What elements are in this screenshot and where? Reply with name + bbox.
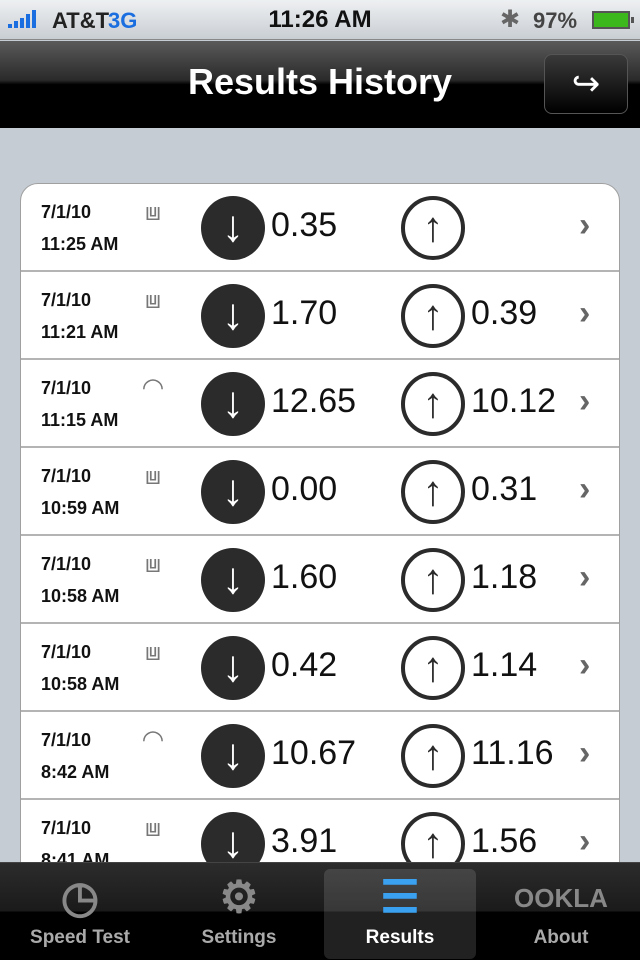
upload-value: 0.31 bbox=[471, 470, 538, 508]
download-icon: ↓ bbox=[201, 812, 265, 862]
result-row[interactable]: 7/1/10 10:58 AM ⩏ ↓ 1.60 ↑ 1.18 › bbox=[21, 536, 619, 624]
chevron-right-icon: › bbox=[579, 734, 591, 772]
chevron-right-icon: › bbox=[579, 206, 591, 244]
battery-icon bbox=[592, 11, 634, 29]
result-time: 10:58 AM bbox=[41, 586, 120, 606]
upload-icon: ↑ bbox=[401, 812, 465, 862]
network-type: 3G bbox=[108, 8, 138, 33]
tab-results[interactable]: ☰ Results bbox=[324, 869, 476, 959]
share-icon: ↪ bbox=[571, 65, 601, 103]
bluetooth-icon: ✱ bbox=[500, 6, 521, 33]
cell-tower-icon: ⩏ bbox=[145, 812, 161, 842]
upload-icon: ↑ bbox=[401, 724, 465, 788]
tab-label: Results bbox=[365, 927, 435, 948]
tab-label: About bbox=[533, 927, 589, 948]
wifi-icon: ◠ bbox=[141, 372, 165, 402]
upload-value: 1.18 bbox=[471, 558, 538, 596]
result-row[interactable]: 7/1/10 11:25 AM ⩏ ↓ 0.35 ↑ › bbox=[21, 184, 619, 272]
upload-icon: ↑ bbox=[401, 284, 465, 348]
document-icon: ☰ bbox=[380, 873, 420, 922]
chevron-right-icon: › bbox=[579, 470, 591, 508]
result-row[interactable]: 7/1/10 11:15 AM ◠ ↓ 12.65 ↑ 10.12 › bbox=[21, 360, 619, 448]
share-button[interactable]: ↪ bbox=[544, 54, 628, 114]
chevron-right-icon: › bbox=[579, 646, 591, 684]
download-value: 0.35 bbox=[271, 206, 338, 244]
tab-label: Speed Test bbox=[30, 927, 130, 948]
upload-icon: ↑ bbox=[401, 196, 465, 260]
result-time: 10:58 AM bbox=[41, 674, 120, 694]
upload-value: 1.56 bbox=[471, 822, 538, 860]
upload-icon: ↑ bbox=[401, 460, 465, 524]
result-date: 7/1/10 bbox=[41, 378, 92, 398]
tab-speed-test[interactable]: ◷ Speed Test bbox=[4, 869, 156, 959]
results-list[interactable]: 7/1/10 11:25 AM ⩏ ↓ 0.35 ↑ › 7/1/10 11:21… bbox=[20, 183, 620, 863]
navigation-bar: Results History ↪ bbox=[0, 41, 640, 128]
clock: 11:26 AM bbox=[268, 6, 372, 33]
chevron-right-icon: › bbox=[579, 822, 591, 860]
status-bar: AT&T 3G 11:26 AM ✱ 97% bbox=[0, 0, 640, 40]
result-row[interactable]: 7/1/10 11:21 AM ⩏ ↓ 1.70 ↑ 0.39 › bbox=[21, 272, 619, 360]
chevron-right-icon: › bbox=[579, 294, 591, 332]
page-title: Results History bbox=[187, 61, 453, 102]
chevron-right-icon: › bbox=[579, 558, 591, 596]
ookla-logo: OOKLA bbox=[514, 883, 608, 913]
download-icon: ↓ bbox=[201, 372, 265, 436]
download-icon: ↓ bbox=[201, 636, 265, 700]
upload-value: 1.14 bbox=[471, 646, 538, 684]
tab-label: Settings bbox=[201, 927, 277, 948]
result-time: 8:42 AM bbox=[41, 762, 110, 782]
result-date: 7/1/10 bbox=[41, 466, 92, 486]
result-date: 7/1/10 bbox=[41, 290, 92, 310]
result-row[interactable]: 7/1/10 10:59 AM ⩏ ↓ 0.00 ↑ 0.31 › bbox=[21, 448, 619, 536]
carrier: AT&T bbox=[52, 8, 110, 33]
download-value: 0.00 bbox=[271, 470, 338, 508]
upload-value: 0.39 bbox=[471, 294, 538, 332]
result-date: 7/1/10 bbox=[41, 642, 92, 662]
download-icon: ↓ bbox=[201, 460, 265, 524]
download-icon: ↓ bbox=[201, 548, 265, 612]
tab-about[interactable]: OOKLA About bbox=[485, 869, 637, 959]
download-value: 1.70 bbox=[271, 294, 338, 332]
result-date: 7/1/10 bbox=[41, 818, 92, 838]
upload-value: 10.12 bbox=[471, 382, 557, 420]
result-row[interactable]: 7/1/10 8:41 AM ⩏ ↓ 3.91 ↑ 1.56 › bbox=[21, 800, 619, 863]
download-icon: ↓ bbox=[201, 196, 265, 260]
upload-value: 11.16 bbox=[471, 734, 554, 772]
cell-tower-icon: ⩏ bbox=[145, 196, 161, 226]
gear-icon: ⚙ bbox=[219, 873, 259, 922]
result-row[interactable]: 7/1/10 10:58 AM ⩏ ↓ 0.42 ↑ 1.14 › bbox=[21, 624, 619, 712]
result-time: 8:41 AM bbox=[41, 850, 110, 863]
upload-icon: ↑ bbox=[401, 372, 465, 436]
cell-tower-icon: ⩏ bbox=[145, 548, 161, 578]
speedometer-icon: ◷ bbox=[60, 873, 100, 922]
result-date: 7/1/10 bbox=[41, 554, 92, 574]
cell-tower-icon: ⩏ bbox=[145, 636, 161, 666]
result-date: 7/1/10 bbox=[41, 202, 92, 222]
cell-tower-icon: ⩏ bbox=[145, 284, 161, 314]
download-value: 1.60 bbox=[271, 558, 338, 596]
battery-percent: 97% bbox=[533, 8, 578, 33]
tab-bar: ◷ Speed Test ⚙ Settings ☰ Results OOKLA About bbox=[0, 862, 640, 960]
chevron-right-icon: › bbox=[579, 382, 591, 420]
result-date: 7/1/10 bbox=[41, 730, 92, 750]
result-row[interactable]: 7/1/10 8:42 AM ◠ ↓ 10.67 ↑ 11.16 › bbox=[21, 712, 619, 800]
download-icon: ↓ bbox=[201, 284, 265, 348]
result-time: 11:21 AM bbox=[41, 322, 119, 342]
signal-icon bbox=[8, 10, 36, 28]
download-value: 0.42 bbox=[271, 646, 338, 684]
upload-icon: ↑ bbox=[401, 636, 465, 700]
download-value: 10.67 bbox=[271, 734, 357, 772]
result-time: 11:15 AM bbox=[41, 410, 119, 430]
result-time: 10:59 AM bbox=[41, 498, 120, 518]
result-time: 11:25 AM bbox=[41, 234, 119, 254]
tab-settings[interactable]: ⚙ Settings bbox=[163, 869, 315, 959]
download-value: 3.91 bbox=[271, 822, 338, 860]
upload-icon: ↑ bbox=[401, 548, 465, 612]
cell-tower-icon: ⩏ bbox=[145, 460, 161, 490]
download-icon: ↓ bbox=[201, 724, 265, 788]
wifi-icon: ◠ bbox=[141, 724, 165, 754]
download-value: 12.65 bbox=[271, 382, 357, 420]
